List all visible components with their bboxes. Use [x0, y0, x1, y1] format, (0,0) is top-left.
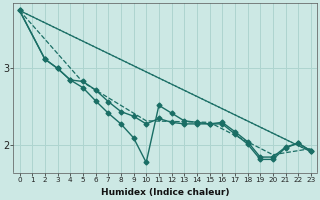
X-axis label: Humidex (Indice chaleur): Humidex (Indice chaleur): [101, 188, 229, 197]
